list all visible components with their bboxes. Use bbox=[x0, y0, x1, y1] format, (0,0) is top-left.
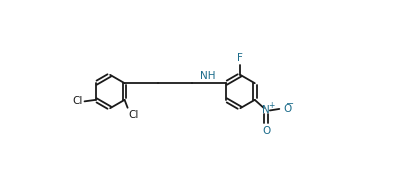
Text: Cl: Cl bbox=[72, 96, 83, 106]
Text: +: + bbox=[268, 101, 275, 110]
Text: NH: NH bbox=[200, 71, 215, 81]
Text: −: − bbox=[286, 99, 294, 109]
Text: N: N bbox=[262, 105, 270, 115]
Text: F: F bbox=[237, 53, 243, 63]
Text: O: O bbox=[262, 126, 271, 136]
Text: Cl: Cl bbox=[128, 110, 139, 119]
Text: O: O bbox=[283, 104, 291, 114]
